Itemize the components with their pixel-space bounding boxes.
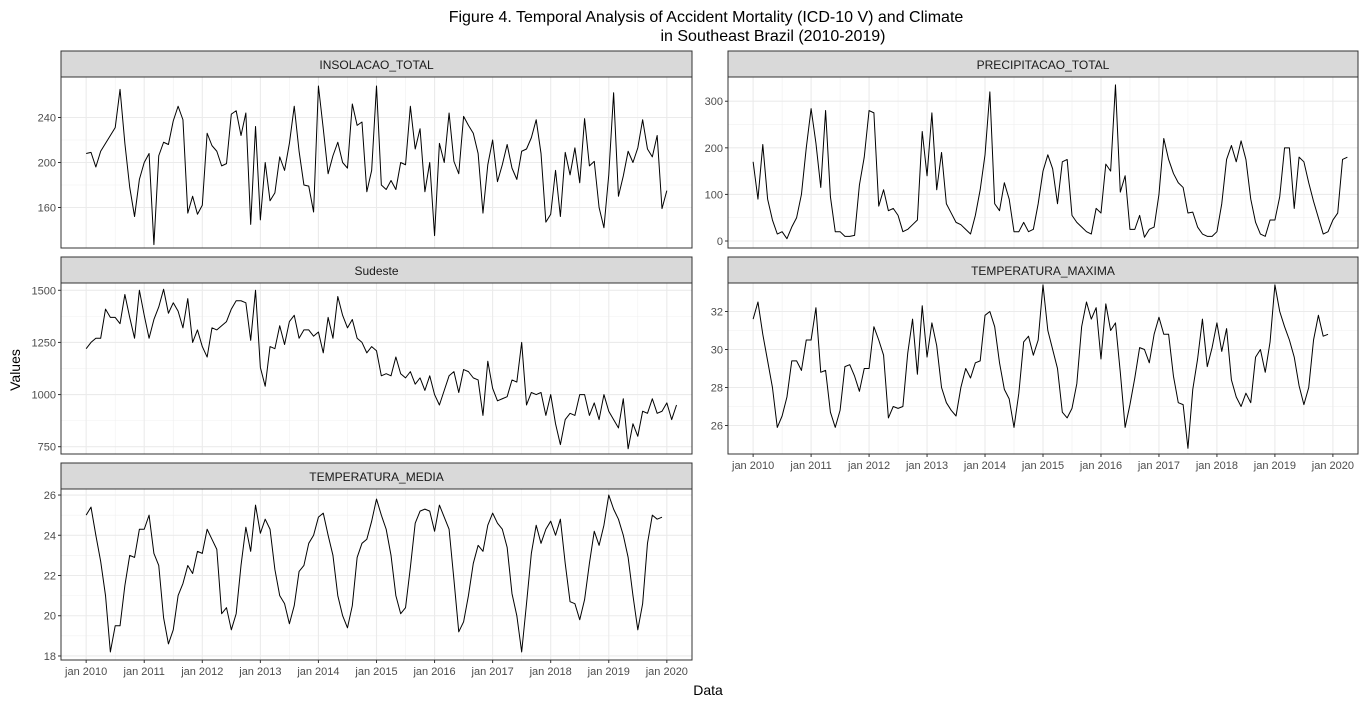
- series-line-sudeste: [85, 288, 677, 450]
- y-tick-label: 28: [711, 383, 723, 395]
- facet-strip: [60, 462, 693, 490]
- chart-title-line-2: in Southeast Brazil (2010-2019): [660, 28, 885, 45]
- x-tick-label: jan 2017: [1137, 460, 1180, 472]
- facet-strip: [727, 256, 1359, 284]
- x-axis-title: Data: [693, 682, 723, 698]
- x-tick-label: jan 2017: [471, 666, 514, 678]
- y-tick-label: 20: [44, 611, 56, 623]
- facet-strip: [60, 256, 693, 284]
- facet-strip-label: PRECIPITACAO_TOTAL: [977, 58, 1110, 72]
- x-tick-label: jan 2019: [587, 666, 630, 678]
- panel-border: [60, 76, 693, 249]
- x-tick-label: jan 2014: [963, 460, 1006, 472]
- x-tick-label: jan 2013: [905, 460, 948, 472]
- x-tick-label: jan 2010: [731, 460, 774, 472]
- facet-strip-label: Sudeste: [354, 264, 398, 278]
- y-axis-title: Values: [7, 349, 23, 391]
- x-tick-label: jan 2010: [64, 666, 107, 678]
- x-tick-label: jan 2011: [123, 666, 165, 678]
- x-tick-label: jan 2015: [354, 666, 397, 678]
- panel-border: [60, 282, 693, 455]
- x-tick-label: jan 2018: [529, 666, 572, 678]
- y-tick-label: 1500: [32, 285, 56, 297]
- facet-panel-precipitacao-total: PRECIPITACAO_TOTAL 0 100 200 300: [705, 50, 1359, 249]
- facet-panel-sudeste: Sudeste 750 1000 1250 1500: [32, 256, 693, 455]
- panel-border: [60, 488, 693, 661]
- series-line-temperatura-media: [85, 494, 663, 653]
- x-tick-label: jan 2014: [296, 666, 339, 678]
- x-tick-label: jan 2018: [1195, 460, 1238, 472]
- y-tick-label: 26: [44, 490, 56, 502]
- y-tick-label: 18: [44, 651, 56, 663]
- y-tick-label: 100: [705, 189, 723, 201]
- x-tick-label: jan 2016: [412, 666, 455, 678]
- y-tick-label: 200: [38, 158, 56, 170]
- series-line-insolacao-total: [86, 85, 668, 246]
- panel-border: [727, 282, 1359, 455]
- chart-title-line-1: Figure 4. Temporal Analysis of Accident …: [449, 9, 964, 26]
- facet-strip: [727, 50, 1359, 78]
- y-tick-label: 240: [38, 113, 56, 125]
- series-line-temperatura-maxima: [752, 284, 1329, 449]
- y-tick-label: 1250: [32, 337, 56, 349]
- x-tick-label: jan 2016: [1079, 460, 1122, 472]
- facet-panels: INSOLACAO_TOTAL160200240PRECIPITACAO_TOT…: [32, 50, 1359, 678]
- y-tick-label: 1000: [32, 390, 56, 402]
- x-tick-label: jan 2012: [180, 666, 223, 678]
- y-tick-label: 300: [705, 96, 723, 108]
- y-tick-label: 32: [711, 307, 723, 319]
- y-tick-label: 160: [38, 203, 56, 215]
- facet-strip-label: TEMPERATURA_MEDIA: [309, 470, 443, 484]
- facet-panel-insolacao-total: INSOLACAO_TOTAL 160 200 240: [38, 50, 693, 249]
- x-tick-label: jan 2020: [645, 666, 688, 678]
- x-tick-label: jan 2019: [1253, 460, 1296, 472]
- facet-strip-label: TEMPERATURA_MAXIMA: [971, 264, 1115, 278]
- x-tick-label: jan 2011: [789, 460, 831, 472]
- y-tick-label: 22: [44, 571, 56, 583]
- x-tick-label: jan 2020: [1311, 460, 1354, 472]
- y-tick-label: 30: [711, 345, 723, 357]
- y-tick-label: 24: [44, 530, 56, 542]
- y-tick-label: 750: [38, 442, 56, 454]
- facet-panel-temperatura-media: TEMPERATURA_MEDIA 18 20 22 24 26 jan 2010 jan 2…: [44, 462, 693, 678]
- y-tick-label: 26: [711, 421, 723, 433]
- facet-panel-temperatura-maxima: TEMPERATURA_MAXIMA 26 28 30 32 jan 2010 jan 20…: [711, 256, 1359, 472]
- x-tick-label: jan 2015: [1021, 460, 1064, 472]
- x-tick-label: jan 2013: [238, 666, 281, 678]
- panel-border: [727, 76, 1359, 249]
- y-tick-label: 0: [717, 236, 723, 248]
- facet-strip: [60, 50, 693, 78]
- x-tick-label: jan 2012: [847, 460, 890, 472]
- facet-strip-label: INSOLACAO_TOTAL: [319, 58, 434, 72]
- y-tick-label: 200: [705, 143, 723, 155]
- series-line-precipitacao-total: [752, 84, 1348, 240]
